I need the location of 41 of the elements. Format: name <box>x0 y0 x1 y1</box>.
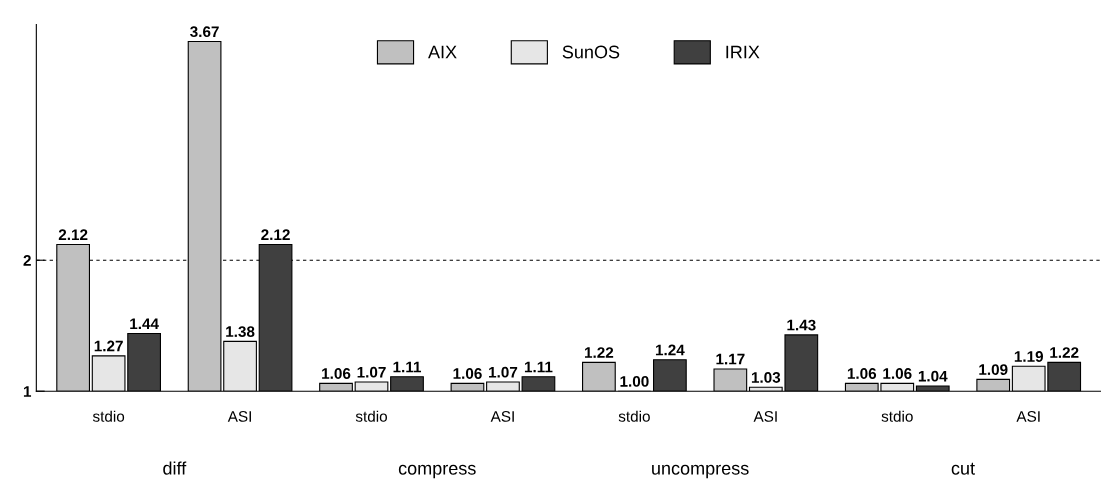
data-label: 1.00 <box>620 375 649 387</box>
data-label: 1.03 <box>751 372 781 383</box>
x-tick-label: ASI <box>753 411 777 422</box>
data-label: 1.11 <box>393 361 422 373</box>
data-label: 1.06 <box>322 368 351 379</box>
data-label: 1.07 <box>357 366 386 378</box>
y-tick-label: 1 <box>23 386 32 397</box>
legend-label: IRIX <box>726 45 760 59</box>
data-label: 1.06 <box>847 368 877 379</box>
data-label: 1.04 <box>918 370 948 382</box>
legend-label: AIX <box>428 45 457 59</box>
data-label: 1.44 <box>130 318 159 330</box>
data-label: 1.06 <box>883 368 912 379</box>
data-label: 3.67 <box>190 26 219 38</box>
x-tick-label: ASI <box>490 411 514 422</box>
x-tick-label: stdio <box>618 410 650 422</box>
data-label: 1.19 <box>1014 351 1044 362</box>
data-label: 1.09 <box>979 364 1008 375</box>
data-label: 2.12 <box>261 229 290 240</box>
data-label: 2.12 <box>58 229 88 240</box>
text: uncompress <box>652 464 749 479</box>
x-tick-label: stdio <box>355 410 387 422</box>
data-label: 1.22 <box>1050 347 1079 358</box>
x-tick-label: ASI <box>1016 411 1040 422</box>
data-label: 1.22 <box>584 347 614 358</box>
data-label: 1.43 <box>787 319 816 331</box>
text: cut <box>951 462 975 475</box>
data-label: 1.06 <box>453 368 482 379</box>
data-label: 1.17 <box>716 353 745 365</box>
data-label: 1.11 <box>524 361 553 373</box>
text: compress <box>398 464 476 479</box>
text: diff <box>163 461 187 475</box>
data-label: 1.07 <box>489 366 518 378</box>
data-label: 1.27 <box>94 340 123 352</box>
data-label: 1.24 <box>655 344 685 356</box>
x-tick-label: stdio <box>92 410 125 422</box>
x-tick-label: ASI <box>227 411 251 422</box>
x-tick-label: stdio <box>881 410 913 422</box>
legend-label: SunOS <box>562 45 620 59</box>
y-tick-label: 2 <box>23 255 31 266</box>
data-label: 1.38 <box>226 326 255 338</box>
